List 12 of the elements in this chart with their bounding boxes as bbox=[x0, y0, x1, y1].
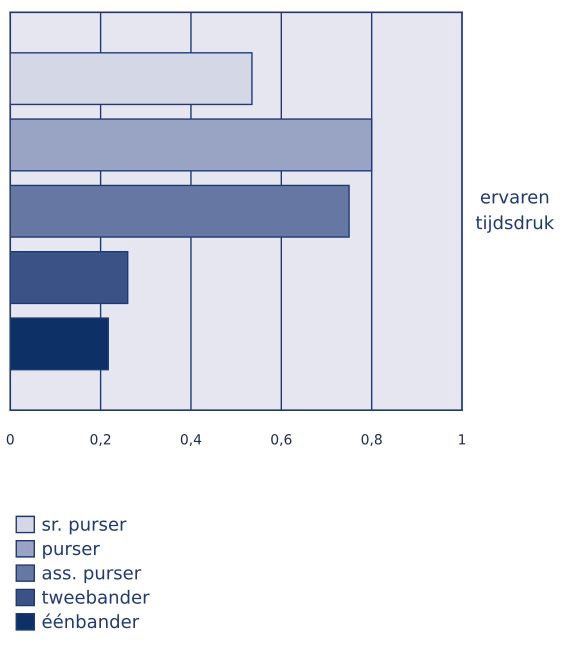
legend-label: sr. purser bbox=[42, 520, 126, 534]
x-tick-label: 0,6 bbox=[271, 434, 292, 446]
legend-label: éénbander bbox=[42, 614, 140, 628]
x-tick-label: 0,2 bbox=[90, 434, 110, 446]
x-tick-label: 1 bbox=[459, 434, 466, 444]
x-tick-label: 0,8 bbox=[362, 434, 382, 446]
legend-label: tweebander bbox=[42, 590, 150, 604]
legend-label: purser bbox=[43, 544, 100, 559]
x-tick-label: 0,4 bbox=[180, 434, 202, 446]
legend-label: ass. purser bbox=[42, 569, 142, 584]
x-tick-label: 0 bbox=[6, 434, 14, 445]
y-axis-title: ervaren tijdsdruk bbox=[476, 193, 554, 233]
